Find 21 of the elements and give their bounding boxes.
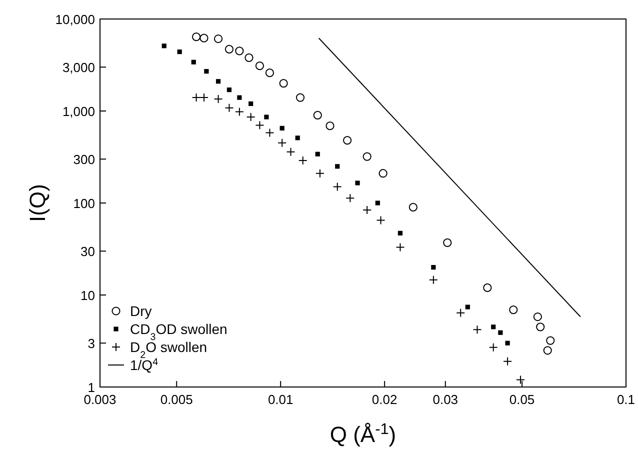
legend-label: Dry xyxy=(130,303,152,319)
y-tick-label: 1,000 xyxy=(62,104,95,119)
x-tick-label: 0.05 xyxy=(509,392,535,407)
legend-label: 1/Q$^{4}$ xyxy=(130,356,159,373)
x-axis-title: Q (Å$^{-1}$) xyxy=(330,420,396,447)
x-tick-label: 0.005 xyxy=(160,392,193,407)
y-tick-label: 10,000 xyxy=(55,12,95,27)
y-tick-label: 1 xyxy=(88,380,95,395)
x-tick-label: 0.03 xyxy=(432,392,458,407)
x-tick-label: 0.003 xyxy=(84,392,116,407)
y-tick-label: 10 xyxy=(80,288,95,303)
x-tick-label: 0.01 xyxy=(268,392,294,407)
x-tick-label: 0.1 xyxy=(616,392,636,407)
y-tick-label: 3,000 xyxy=(62,60,95,76)
y-tick-label: 300 xyxy=(73,152,95,168)
y-axis-title: I(Q) xyxy=(25,184,50,222)
y-tick-label: 30 xyxy=(80,244,95,260)
legend-label: CD$_{3}$OD swollen xyxy=(130,321,228,342)
x-tick-label: 0.02 xyxy=(372,392,398,407)
y-tick-label: 3 xyxy=(88,336,95,352)
y-tick-label: 100 xyxy=(73,196,95,211)
